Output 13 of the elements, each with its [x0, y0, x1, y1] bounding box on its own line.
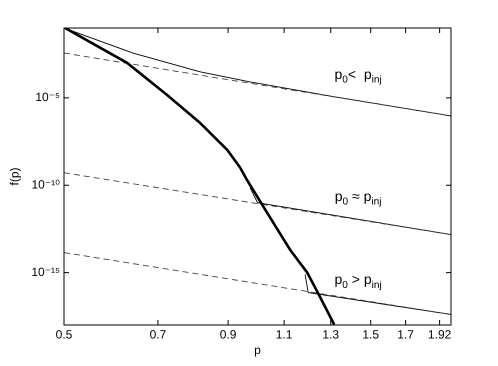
y-tick-label: 10⁻¹⁰ — [32, 178, 60, 192]
y-axis-title: f(p) — [8, 167, 22, 186]
y-tick-label: 10⁻⁵ — [35, 90, 60, 104]
x-tick-label: 1.1 — [276, 328, 293, 342]
y-tick-label: 10⁻¹⁵ — [31, 264, 60, 279]
x-tick-label: 0.7 — [150, 328, 167, 342]
x-tick-label: 1.3 — [322, 328, 340, 342]
x-tick-label: 1.5 — [362, 328, 380, 342]
x-tick-label: 1.92 — [428, 328, 452, 342]
x-tick-label: 0.9 — [220, 328, 237, 342]
x-tick-label: 0.5 — [56, 328, 73, 342]
x-axis-title: p — [254, 343, 262, 358]
x-tick-label: 1.7 — [397, 328, 414, 342]
